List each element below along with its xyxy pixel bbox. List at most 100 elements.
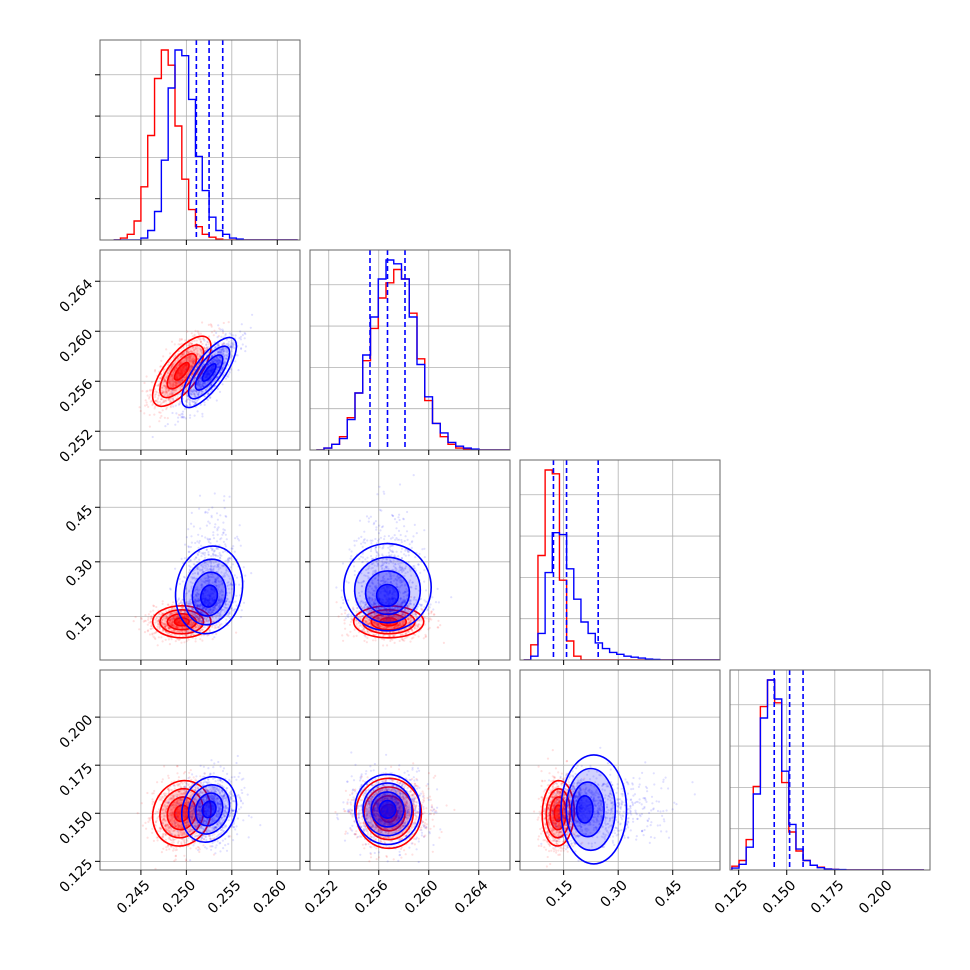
scatter-point xyxy=(206,511,209,514)
scatter-point xyxy=(222,352,225,356)
scatter-point xyxy=(192,358,195,361)
scatter-point xyxy=(230,345,233,348)
scatter-point xyxy=(201,321,204,324)
scatter-point xyxy=(249,326,252,329)
scatter-point xyxy=(188,355,191,358)
scatter-point xyxy=(204,395,207,398)
scatter-point xyxy=(218,348,221,351)
scatter-point xyxy=(187,550,190,554)
scatter-point xyxy=(205,619,208,623)
scatter-point xyxy=(223,529,226,532)
scatter-point xyxy=(192,388,195,391)
scatter-point xyxy=(223,358,226,361)
scatter-point xyxy=(168,643,171,646)
scatter-point xyxy=(157,401,160,404)
scatter-point xyxy=(197,383,200,386)
scatter-point xyxy=(178,363,181,366)
scatter-point xyxy=(210,389,213,392)
scatter-point xyxy=(217,360,220,363)
scatter-point xyxy=(148,388,152,391)
scatter-point xyxy=(218,356,221,359)
scatter-point xyxy=(230,339,233,342)
scatter-point xyxy=(206,392,210,395)
scatter-point xyxy=(241,343,244,346)
scatter-point xyxy=(192,360,195,363)
scatter-point xyxy=(154,368,157,372)
scatter-point xyxy=(207,619,211,622)
scatter-point xyxy=(201,370,204,373)
scatter-point xyxy=(197,533,200,536)
scatter-point xyxy=(205,346,208,349)
scatter-point xyxy=(194,368,197,371)
scatter-point xyxy=(217,361,220,364)
scatter-point xyxy=(179,400,182,403)
scatter-point xyxy=(232,346,235,349)
scatter-point xyxy=(180,641,183,644)
scatter-point xyxy=(162,623,165,626)
scatter-point xyxy=(171,616,174,620)
scatter-point xyxy=(220,350,223,353)
scatter-point xyxy=(219,351,222,354)
scatter-point xyxy=(176,382,179,385)
scatter-point xyxy=(206,634,209,637)
scatter-point xyxy=(233,347,236,350)
scatter-point xyxy=(181,379,184,382)
scatter-point xyxy=(144,619,147,623)
scatter-point xyxy=(205,343,208,346)
scatter-point xyxy=(236,537,239,540)
scatter-point xyxy=(218,623,221,626)
scatter-point xyxy=(225,353,228,356)
scatter-point xyxy=(177,631,180,634)
scatter-point xyxy=(169,406,172,409)
scatter-point xyxy=(164,400,167,403)
scatter-point xyxy=(169,613,172,616)
scatter-point xyxy=(218,361,221,364)
scatter-point xyxy=(148,621,151,624)
scatter-point xyxy=(176,420,180,423)
scatter-point xyxy=(204,389,208,392)
scatter-point xyxy=(199,377,202,380)
scatter-point xyxy=(244,574,247,577)
scatter-point xyxy=(198,362,201,365)
scatter-point xyxy=(190,522,193,525)
scatter-point xyxy=(184,610,187,613)
scatter-point xyxy=(195,400,199,403)
scatter-point xyxy=(188,350,191,353)
scatter-point xyxy=(181,385,184,388)
scatter-point xyxy=(181,355,184,358)
scatter-point xyxy=(169,390,172,393)
scatter-point xyxy=(217,351,220,354)
scatter-point xyxy=(190,388,193,391)
scatter-point xyxy=(363,639,366,643)
scatter-point xyxy=(213,636,216,639)
scatter-point xyxy=(207,538,210,541)
scatter-point xyxy=(175,366,178,369)
scatter-point xyxy=(149,393,152,396)
scatter-point xyxy=(200,365,203,368)
scatter-point xyxy=(194,347,197,350)
scatter-point xyxy=(202,346,206,349)
scatter-point xyxy=(168,382,171,385)
scatter-point xyxy=(194,402,197,405)
scatter-point xyxy=(215,632,218,636)
scatter-point xyxy=(219,371,222,374)
scatter-point xyxy=(192,400,195,403)
scatter-point xyxy=(191,359,194,362)
scatter-point xyxy=(184,400,187,403)
scatter-point xyxy=(173,362,176,365)
scatter-point xyxy=(165,387,168,390)
scatter-point xyxy=(215,358,218,362)
scatter-point xyxy=(169,367,173,370)
scatter-point xyxy=(197,358,200,361)
scatter-point xyxy=(220,335,223,338)
scatter-point xyxy=(227,340,230,343)
scatter-point xyxy=(200,390,203,393)
scatter-point xyxy=(240,609,243,612)
scatter-point xyxy=(193,359,196,362)
scatter-point xyxy=(191,365,194,368)
scatter-point xyxy=(201,390,205,393)
scatter-point xyxy=(176,625,179,629)
scatter-point xyxy=(213,329,216,332)
scatter-point xyxy=(240,347,243,351)
scatter-point xyxy=(170,366,173,369)
